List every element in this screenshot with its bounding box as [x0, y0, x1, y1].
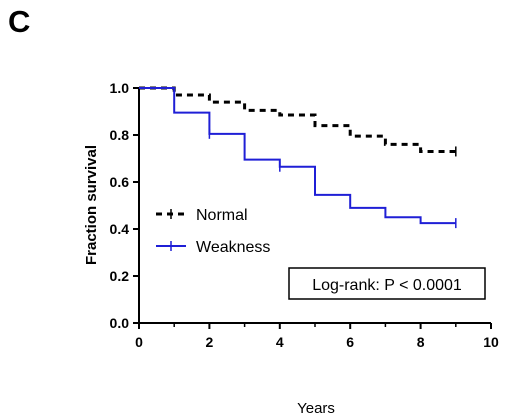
y-tick-label: 0.8 [110, 127, 130, 143]
x-tick-label: 10 [483, 334, 499, 350]
survival-curve-normal [139, 86, 456, 153]
annotation-box [288, 267, 486, 300]
x-tick-label: 4 [276, 334, 284, 350]
legend-label-normal: Normal [196, 207, 248, 224]
legend-label-weakness: Weakness [196, 239, 270, 256]
legend-item-weakness: Weakness [156, 239, 270, 256]
legend: Normal Weakness [156, 207, 270, 256]
x-tick-label: 8 [417, 334, 425, 350]
y-tick-label: 0.2 [110, 268, 130, 284]
y-tick-label: 0.0 [110, 315, 130, 331]
x-axis-title: Years [297, 400, 335, 417]
annotation-text: Log-rank: P < 0.0001 [312, 277, 462, 294]
y-tick-label: 0.6 [110, 174, 130, 190]
y-axis-title: Fraction survival [83, 145, 100, 265]
log-rank-annotation: Log-rank: P < 0.0001 [288, 267, 486, 300]
y-axis-ticks: 0.0 0.2 0.4 0.6 0.8 1.0 [110, 80, 139, 331]
x-tick-label: 0 [135, 334, 143, 350]
survival-curve-weakness [139, 87, 456, 225]
x-axis-ticks: 0 2 4 6 8 10 [135, 323, 499, 350]
x-tick-label: 6 [346, 334, 354, 350]
y-tick-label: 1.0 [110, 80, 130, 96]
survival-curves [138, 86, 457, 229]
y-tick-label: 0.4 [110, 221, 130, 237]
panel-label: C [8, 4, 31, 39]
x-tick-label: 2 [206, 334, 214, 350]
legend-item-normal: Normal [156, 207, 248, 224]
